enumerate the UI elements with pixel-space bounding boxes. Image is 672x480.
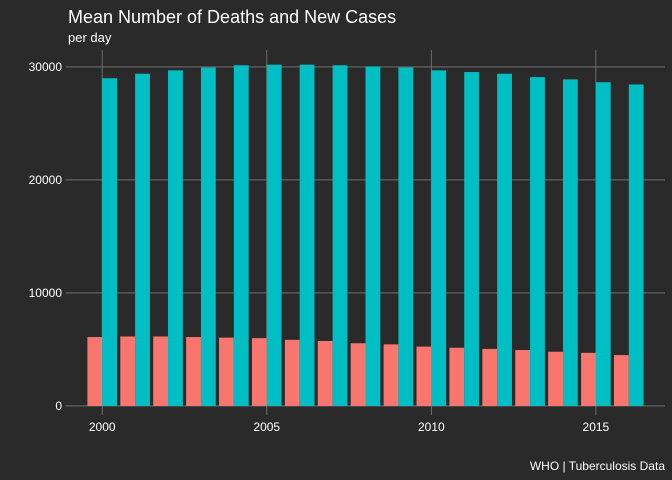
bar-series-2-2012: [497, 73, 512, 406]
bar-series-1-2002: [153, 336, 169, 406]
x-tick-label: 2015: [583, 420, 610, 434]
bar-series-1-2012: [482, 348, 498, 406]
bar-series-2-2004: [233, 65, 249, 406]
bar-series-1-2009: [383, 344, 399, 406]
bar-series-2-2010: [431, 70, 447, 406]
bar-series-1-2000: [87, 337, 103, 406]
bar-series-1-2001: [120, 336, 136, 406]
bar-series-2-2007: [332, 65, 348, 406]
bar-series-1-2003: [186, 337, 201, 406]
y-tick-label: 20000: [29, 173, 63, 187]
bar-series-1-2007: [317, 340, 333, 406]
bar-series-2-2015: [595, 82, 611, 406]
bar-series-1-2006: [284, 339, 300, 406]
bar-series-2-2003: [200, 67, 216, 406]
chart-title: Mean Number of Deaths and New Cases: [68, 7, 397, 27]
bar-series-1-2008: [350, 343, 366, 406]
bar-series-2-2016: [628, 84, 644, 406]
bar-series-2-2001: [135, 73, 150, 406]
bar-series-2-2006: [299, 64, 315, 406]
bar-series-2-2002: [168, 70, 183, 406]
chart-subtitle: per day: [68, 30, 112, 45]
bar-series-2-2000: [102, 78, 118, 406]
bar-series-1-2010: [416, 346, 432, 406]
x-tick-label: 2005: [253, 420, 280, 434]
bar-series-2-2013: [530, 77, 545, 406]
bar-series-1-2011: [449, 347, 465, 406]
y-tick-label: 10000: [29, 286, 63, 300]
bar-series-1-2004: [219, 337, 234, 406]
bar-series-2-2014: [562, 79, 578, 406]
bar-series-2-2009: [398, 67, 414, 406]
bar-series-2-2008: [365, 66, 381, 406]
bar-series-1-2014: [548, 351, 563, 406]
x-tick-label: 2010: [418, 420, 445, 434]
bar-series-2-2011: [464, 72, 480, 406]
bar-series-1-2013: [515, 350, 531, 406]
bar-series-1-2005: [251, 338, 267, 406]
y-tick-label: 30000: [29, 60, 63, 74]
x-tick-label: 2000: [89, 420, 116, 434]
y-tick-label: 0: [55, 399, 62, 413]
bar-series-1-2015: [581, 352, 596, 406]
bar-series-1-2016: [613, 355, 629, 406]
bar-series-2-2005: [266, 64, 282, 406]
chart-caption: WHO | Tuberculosis Data: [529, 459, 665, 473]
